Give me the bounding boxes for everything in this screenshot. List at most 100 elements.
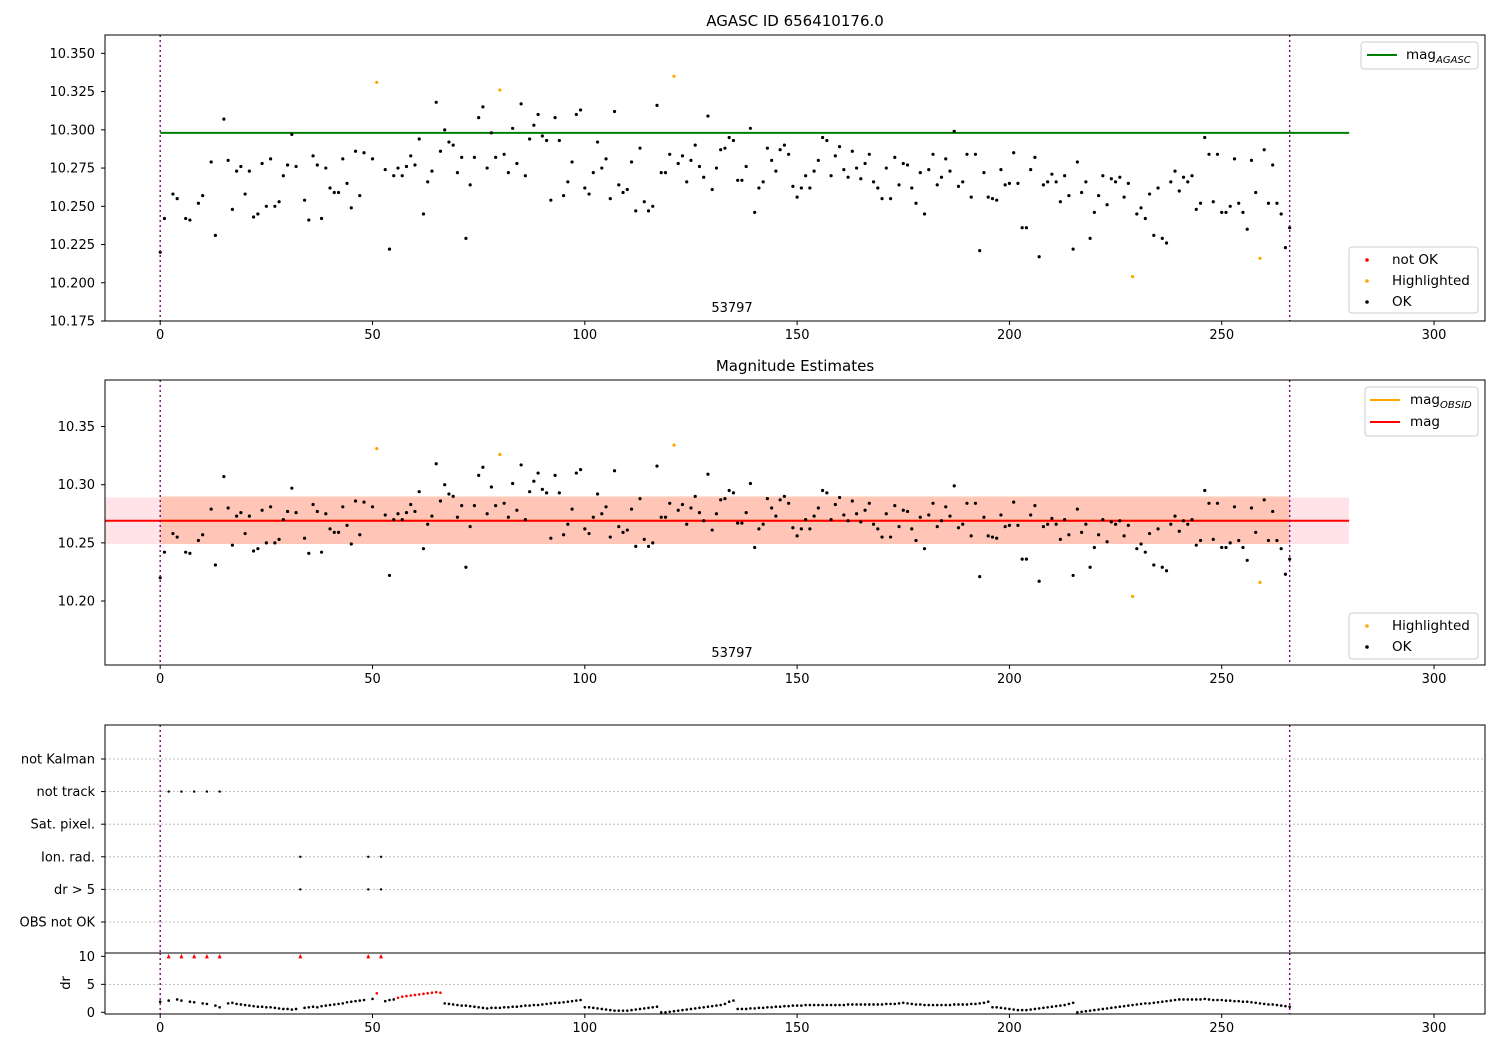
dr-point	[838, 1003, 841, 1007]
point-ok	[1211, 200, 1215, 204]
point-ok	[409, 154, 413, 158]
point-ok	[663, 171, 668, 175]
point-ok	[880, 197, 884, 201]
point-ok	[799, 527, 803, 531]
point-ok	[252, 215, 256, 219]
point-ok	[222, 474, 226, 479]
dr-point	[825, 1003, 829, 1007]
point-ok	[1101, 517, 1105, 522]
point-ok	[880, 535, 884, 539]
point-ok	[324, 166, 328, 170]
dr-point	[1241, 1000, 1245, 1003]
point-ok	[876, 186, 880, 190]
point-ok	[659, 171, 663, 175]
dr-point	[256, 1005, 260, 1009]
point-ok	[829, 517, 833, 522]
point-ok	[553, 115, 557, 120]
point-ok	[1135, 212, 1139, 216]
point-ok	[1029, 167, 1033, 172]
point-ok	[1228, 541, 1232, 545]
dr-point	[1016, 1008, 1020, 1012]
point-ok	[1016, 523, 1020, 528]
dr-point	[303, 1006, 306, 1010]
point-ok	[901, 161, 905, 166]
point-ok	[511, 481, 515, 486]
point-ok	[1249, 158, 1254, 163]
point-ok	[396, 512, 400, 516]
dr-point	[800, 1004, 803, 1007]
point-ok	[430, 514, 434, 518]
point-ok	[795, 195, 799, 199]
point-ok	[222, 117, 226, 121]
point-ok	[341, 157, 345, 161]
dr-point	[982, 1001, 986, 1005]
point-ok	[1084, 180, 1088, 184]
point-ok	[1181, 175, 1186, 179]
panel-estimates-axes: 10.20 10.25 10.30 10.35 0 50 100 150 200 250 300	[58, 420, 1447, 687]
point-ok	[731, 491, 736, 495]
point-ok	[638, 497, 642, 501]
dr-point	[192, 1000, 196, 1004]
point-ok	[1156, 186, 1160, 190]
point-ok	[1279, 212, 1283, 216]
point-ok	[990, 535, 995, 539]
y-tick-label: 10.30	[58, 478, 95, 493]
point-ok	[264, 541, 268, 545]
dr-point	[485, 1007, 489, 1010]
panel-agasc-data	[158, 35, 1350, 321]
point-ok	[995, 536, 999, 540]
x-tick-label: 200	[997, 1021, 1022, 1036]
point-ok	[532, 479, 536, 483]
point-ok	[438, 149, 443, 153]
point-ok	[421, 547, 426, 551]
point-ok	[863, 508, 867, 512]
point-ok	[1275, 538, 1279, 543]
legend-agasc-line: magAGASC	[1360, 41, 1479, 70]
point-ok	[1224, 210, 1228, 215]
dr-point	[575, 999, 578, 1002]
point-ok	[1020, 226, 1024, 230]
flag-category-label: OBS not OK	[20, 916, 96, 931]
dr-point	[1271, 1003, 1274, 1006]
dr-point	[1088, 1009, 1092, 1012]
dr-point	[1127, 1004, 1130, 1007]
point-ok	[591, 171, 595, 175]
dr-point	[1008, 1007, 1011, 1011]
point-ok	[952, 129, 956, 133]
dr-point	[732, 999, 735, 1002]
point-ok	[888, 197, 893, 201]
dr-point	[1186, 998, 1190, 1001]
point-ok	[1186, 180, 1190, 184]
dr-point	[341, 1002, 345, 1005]
dr-point	[558, 1001, 561, 1005]
dr-point	[935, 1003, 939, 1007]
point-ok	[719, 148, 723, 152]
point-ok	[421, 212, 426, 216]
y-tick-label: 10.200	[50, 276, 96, 291]
legend-label-ok: OK	[1392, 294, 1413, 310]
point-ok	[545, 138, 549, 143]
point-ok	[319, 216, 324, 221]
point-ok	[642, 200, 646, 204]
point-ok	[201, 193, 205, 198]
point-ok	[816, 158, 820, 163]
x-tick-label: 200	[997, 672, 1022, 687]
point-ok	[383, 167, 387, 172]
point-ok	[260, 508, 264, 512]
panel-flags: not Kalman not track Sat. pixel. Ion. rad. d…	[20, 724, 1486, 954]
x-tick-label: 0	[156, 1021, 164, 1036]
point-ok	[753, 210, 757, 215]
x-tick-label: 50	[364, 328, 381, 343]
point-ok	[1271, 163, 1275, 167]
dr-point	[1267, 1003, 1270, 1006]
point-ok	[812, 514, 816, 518]
point-ok	[256, 212, 260, 216]
x-tick-label: 100	[572, 672, 597, 687]
point-ok	[604, 505, 608, 509]
point-ok	[710, 528, 714, 532]
point-ok	[307, 218, 311, 222]
point-ok	[1109, 520, 1113, 524]
dr-point	[991, 1005, 994, 1009]
dr-point	[519, 1004, 523, 1008]
